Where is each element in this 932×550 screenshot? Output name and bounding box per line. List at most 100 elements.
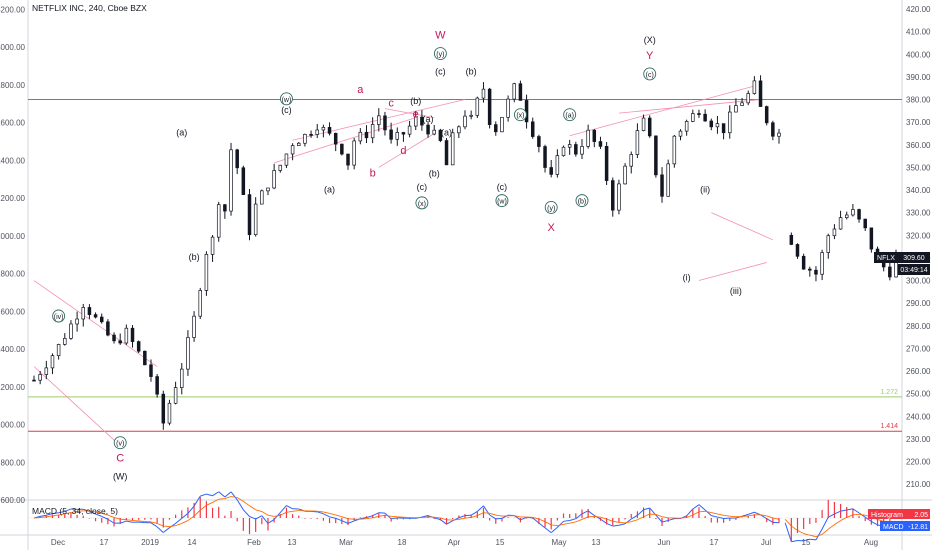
macd-line-segment (224, 491, 232, 498)
signal-line-segment (643, 513, 650, 518)
signal-line-segment (150, 521, 158, 524)
left-axis-tick: 2600.00 (0, 119, 26, 128)
candle-body (530, 121, 535, 137)
candle-body (728, 111, 732, 134)
candle-body (654, 135, 658, 176)
signal-line-segment (569, 521, 576, 524)
right-axis-tick: 380.00 (906, 96, 931, 105)
candle-body (684, 121, 689, 132)
signal-line-segment (784, 519, 792, 527)
macd-line-segment (587, 510, 595, 516)
candle-body (253, 203, 258, 236)
signal-line-segment (95, 511, 102, 514)
macd-title: MACD (5, 34, close, 5) (32, 506, 118, 516)
candle-body (574, 144, 578, 155)
macd-line-segment (193, 495, 201, 507)
macd-tag-value: -12.81 (908, 524, 928, 531)
candle-body (149, 364, 153, 377)
macd-line-segment (630, 514, 638, 520)
candle-body (50, 355, 55, 369)
right-axis-tick: 240.00 (906, 412, 931, 421)
histogram-tag-value: 2.05 (914, 512, 928, 519)
signal-line-segment (495, 514, 503, 517)
signal-line-segment (514, 515, 521, 518)
wave-label-circle (113, 436, 127, 450)
channel-line (711, 212, 774, 241)
time-axis: Dec 17 2019 14 Feb 13 Mar 18 Apr 15 May 13 Jun 17 Jul 1… (51, 538, 878, 547)
macd-line-segment (563, 520, 570, 522)
candle-body (641, 117, 646, 131)
macd-line-segment (809, 538, 817, 541)
candle-body (709, 120, 714, 128)
candle-body (395, 132, 400, 140)
macd-line-segment (637, 509, 644, 516)
macd-line-segment (815, 528, 823, 541)
candle-body (506, 98, 510, 118)
signal-line-segment (698, 510, 706, 513)
macd-line-segment (200, 493, 207, 497)
signal-line-segment (600, 516, 607, 520)
macd-line-segment (255, 515, 263, 520)
wave-label: c (388, 97, 394, 109)
wave-label: (a) (441, 128, 452, 138)
macd-line-segment (520, 516, 527, 521)
macd-line-segment (569, 518, 576, 522)
candle-body (364, 131, 369, 139)
right-axis-tick: 340.00 (906, 186, 931, 195)
macd-line-segment (372, 512, 380, 517)
signal-line-segment (243, 500, 250, 507)
macd-line-segment (550, 526, 558, 533)
candle-body (438, 129, 443, 141)
right-axis-tick: 330.00 (906, 209, 931, 218)
macd-line-segment (476, 505, 484, 512)
candle-body (851, 209, 855, 216)
macd-line-segment (791, 539, 798, 543)
price-tag-countdown: 03:49:14 (900, 267, 927, 274)
wave-label: (W) (113, 472, 128, 482)
wave-label: (c) (646, 72, 654, 79)
signal-line-segment (637, 516, 644, 521)
macd-line-segment (575, 513, 583, 520)
time-axis-tick: 13 (288, 538, 297, 547)
signal-line-segment (717, 513, 724, 516)
signal-line-segment (858, 513, 866, 516)
signal-line-segment (70, 511, 78, 513)
macd-line-segment (236, 499, 244, 511)
wave-label-circle (513, 108, 527, 122)
candle-body (567, 144, 572, 148)
channel-line (274, 117, 416, 164)
candle-body (180, 368, 184, 388)
wave-label: d (400, 145, 406, 157)
macd-line-segment (538, 522, 546, 529)
candle-body (518, 83, 523, 101)
signal-line-segment (575, 519, 583, 523)
macd-line-segment (317, 511, 324, 515)
signal-line-segment (274, 514, 281, 517)
macd-line-segment (162, 527, 170, 533)
wave-label-circle (495, 194, 509, 208)
candle-body (580, 146, 584, 155)
macd-line-segment (834, 510, 841, 515)
candle-body (229, 149, 233, 212)
channel-line (33, 280, 158, 367)
signal-line-segment (421, 516, 429, 518)
wave-label: (b) (410, 96, 421, 106)
signal-line-segment (255, 509, 262, 512)
candle-body (481, 88, 486, 99)
wave-label: (a) (176, 128, 187, 138)
wave-label-circle (52, 309, 66, 323)
candle-body (260, 190, 264, 205)
candle-body (309, 133, 313, 136)
candle-body (463, 115, 467, 128)
signal-line-segment (661, 516, 669, 519)
time-axis-tick: Aug (864, 538, 878, 547)
candle-body (315, 129, 319, 135)
time-axis-tick: 17 (100, 538, 109, 547)
macd-line-segment (446, 520, 453, 525)
signal-line-segment (821, 528, 829, 535)
wave-label: b (370, 167, 376, 179)
signal-line-segment (686, 514, 693, 518)
signal-line-segment (742, 515, 749, 518)
signal-line-segment (852, 513, 860, 516)
candle-body (647, 117, 652, 137)
